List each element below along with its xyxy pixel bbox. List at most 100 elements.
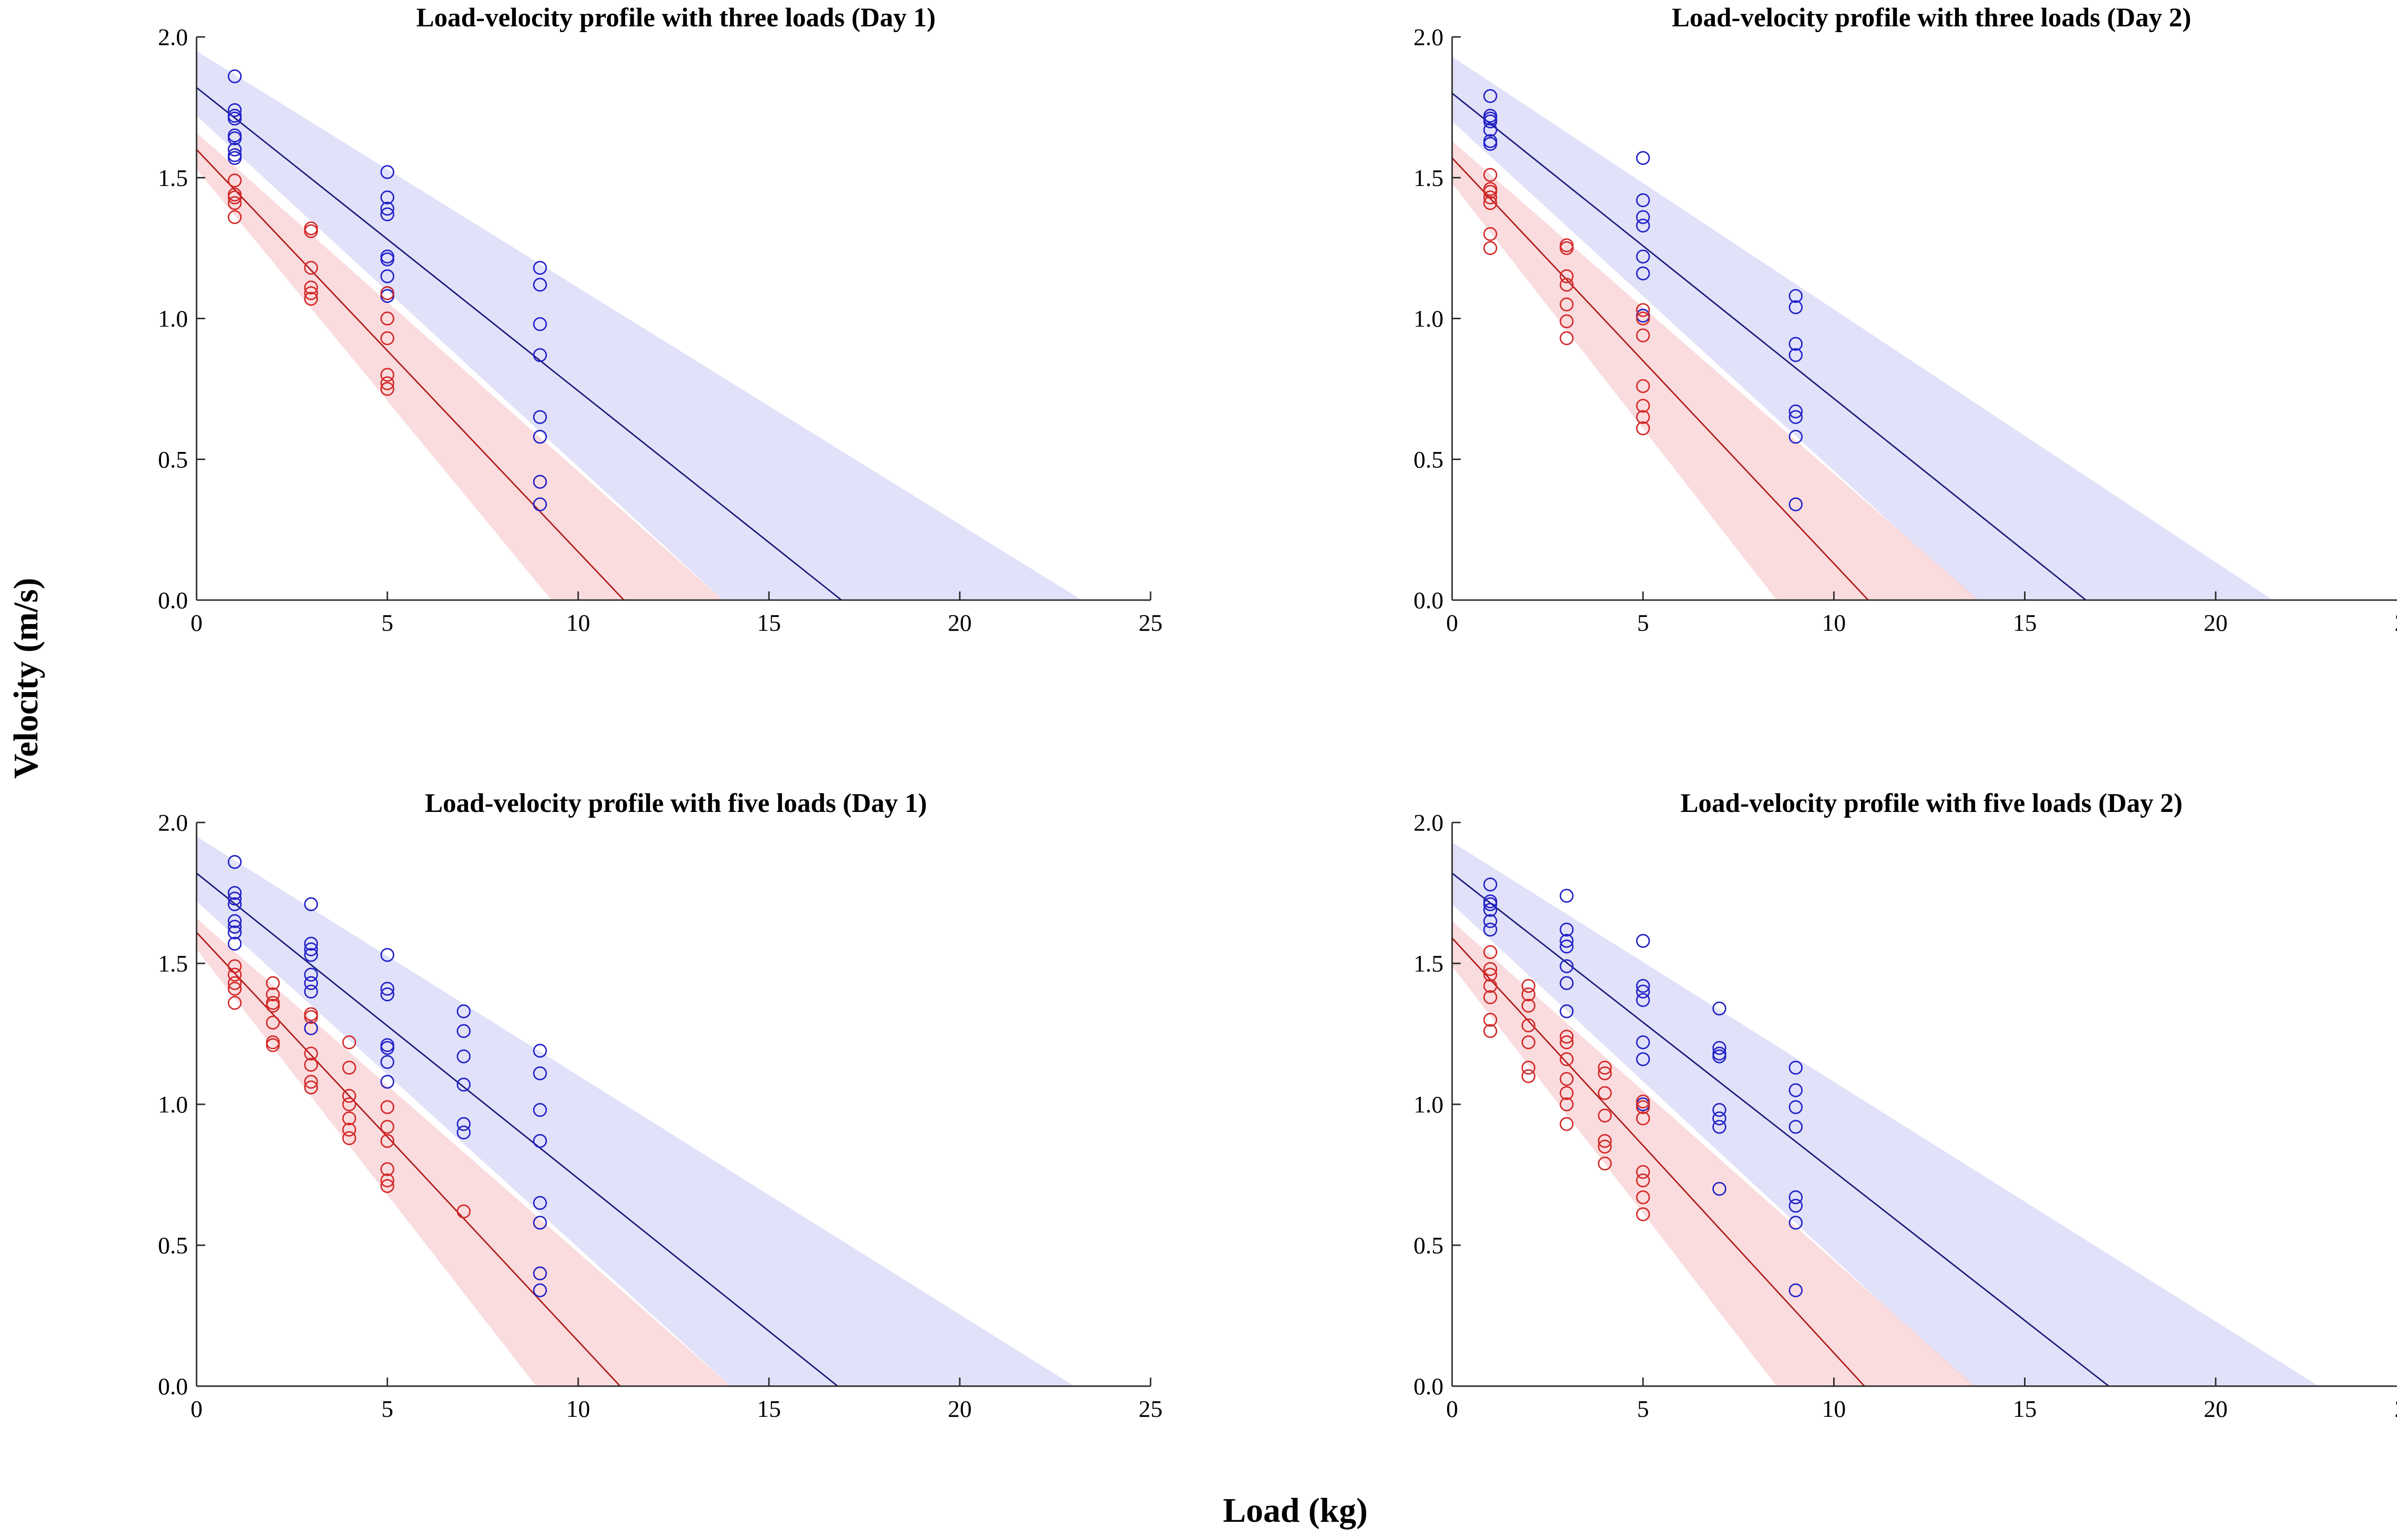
x-tick-label: 5 bbox=[382, 609, 394, 636]
blue-data-point bbox=[380, 165, 395, 179]
blue-data-point bbox=[456, 1024, 471, 1038]
blue-regression-line bbox=[1452, 93, 2086, 601]
blue-data-point bbox=[1712, 1041, 1726, 1055]
blue-data-point bbox=[1636, 984, 1650, 999]
red-data-point bbox=[266, 1015, 280, 1030]
x-tick-label: 5 bbox=[1637, 1395, 1649, 1422]
red-data-point bbox=[1598, 1061, 1612, 1075]
x-tick-label: 10 bbox=[1822, 1395, 1846, 1422]
red-data-point bbox=[1559, 241, 1574, 255]
red-data-point bbox=[342, 1111, 356, 1125]
x-tick-label: 20 bbox=[2204, 1395, 2228, 1422]
red-data-point bbox=[1559, 269, 1574, 283]
red-data-point bbox=[1636, 303, 1650, 317]
blue-data-point bbox=[1559, 959, 1574, 973]
red-data-point bbox=[1636, 312, 1650, 325]
y-tick-label: 0.5 bbox=[1414, 1232, 1444, 1259]
blue-data-point bbox=[1789, 1120, 1803, 1134]
x-tick-label: 15 bbox=[757, 1395, 781, 1422]
blue-data-point bbox=[533, 348, 547, 362]
red-data-point bbox=[1636, 328, 1650, 343]
red-data-point bbox=[456, 1204, 471, 1218]
y-tick-label: 2.0 bbox=[1414, 23, 1444, 50]
blue-data-point bbox=[1559, 889, 1574, 903]
y-tick-label: 1.0 bbox=[158, 305, 188, 332]
blue-data-point bbox=[533, 1103, 547, 1117]
red-data-point bbox=[1559, 1086, 1574, 1100]
red-data-point bbox=[380, 1134, 395, 1148]
blue-data-point bbox=[1789, 1083, 1803, 1098]
blue-data-point bbox=[1712, 1001, 1726, 1016]
red-data-point bbox=[1559, 1097, 1574, 1112]
red-data-point bbox=[304, 286, 318, 301]
blue-data-point bbox=[1636, 219, 1650, 233]
blue-data-point bbox=[1636, 249, 1650, 264]
blue-data-point bbox=[304, 968, 318, 982]
blue-data-point bbox=[533, 497, 547, 511]
red-data-point bbox=[1483, 968, 1498, 982]
y-tick-label: 1.5 bbox=[1414, 164, 1444, 191]
y-tick-label: 1.0 bbox=[158, 1091, 188, 1118]
blue-data-point bbox=[304, 984, 318, 999]
red-data-point bbox=[1559, 1030, 1574, 1044]
blue-data-point bbox=[228, 855, 242, 869]
blue-data-point bbox=[1559, 922, 1574, 937]
blue-data-point bbox=[1789, 1283, 1803, 1297]
blue-data-point bbox=[1636, 934, 1650, 948]
blue-data-point bbox=[228, 151, 242, 165]
red-data-point bbox=[380, 1173, 395, 1188]
blue-data-point bbox=[380, 269, 395, 283]
red-data-point bbox=[304, 1058, 318, 1072]
x-tick-label: 5 bbox=[1637, 609, 1649, 636]
red-data-point bbox=[228, 210, 242, 224]
y-tick-label: 1.0 bbox=[1414, 305, 1444, 332]
y-tick-label: 0.0 bbox=[158, 1373, 188, 1400]
x-tick-label: 0 bbox=[191, 609, 203, 636]
red-data-point bbox=[304, 291, 318, 306]
blue-data-point bbox=[1789, 404, 1803, 418]
y-tick-label: 0.5 bbox=[158, 446, 188, 473]
red-data-point bbox=[1636, 1094, 1650, 1109]
blue-data-point bbox=[533, 278, 547, 292]
blue-data-point bbox=[1712, 1120, 1726, 1134]
blue-data-point bbox=[1636, 979, 1650, 993]
y-tick-label: 0.0 bbox=[158, 587, 188, 614]
red-data-point bbox=[342, 1123, 356, 1137]
blue-data-point bbox=[1636, 1052, 1650, 1066]
red-data-point bbox=[1483, 1013, 1498, 1027]
blue-regression-line bbox=[196, 872, 838, 1387]
chart-panel-five-loads-day1: Load-velocity profile with five loads (D… bbox=[158, 788, 1163, 1422]
blue-confidence-band bbox=[1452, 57, 2273, 600]
blue-data-point bbox=[1712, 1049, 1726, 1064]
blue-data-point bbox=[533, 1196, 547, 1210]
red-confidence-band bbox=[1452, 141, 1979, 600]
blue-data-point bbox=[533, 1066, 547, 1080]
blue-data-point bbox=[1712, 1103, 1726, 1117]
red-data-point bbox=[1483, 190, 1498, 205]
blue-data-point bbox=[380, 1075, 395, 1089]
red-data-point bbox=[1483, 1024, 1498, 1038]
blue-data-point bbox=[1636, 151, 1650, 165]
red-data-point bbox=[1483, 185, 1498, 199]
red-data-point bbox=[228, 982, 242, 996]
red-data-point bbox=[1559, 278, 1574, 292]
blue-data-point bbox=[1559, 939, 1574, 954]
blue-data-point bbox=[1636, 193, 1650, 208]
blue-data-point bbox=[380, 252, 395, 266]
blue-data-point bbox=[1789, 1061, 1803, 1075]
red-data-point bbox=[1521, 979, 1536, 993]
red-data-point bbox=[228, 959, 242, 973]
chart-panel-three-loads-day2: Load-velocity profile with three loads (… bbox=[1414, 3, 2397, 636]
blue-regression-line bbox=[1452, 872, 2109, 1387]
red-data-point bbox=[228, 196, 242, 210]
red-data-point bbox=[1636, 410, 1650, 424]
blue-data-point bbox=[228, 892, 242, 906]
x-tick-label: 20 bbox=[948, 1395, 972, 1422]
red-data-point bbox=[1598, 1134, 1612, 1148]
red-data-point bbox=[304, 280, 318, 295]
blue-data-point bbox=[456, 1049, 471, 1064]
y-tick-label: 1.5 bbox=[158, 950, 188, 977]
red-data-point bbox=[228, 976, 242, 990]
red-data-point bbox=[1636, 1111, 1650, 1125]
y-tick-label: 1.5 bbox=[1414, 950, 1444, 977]
